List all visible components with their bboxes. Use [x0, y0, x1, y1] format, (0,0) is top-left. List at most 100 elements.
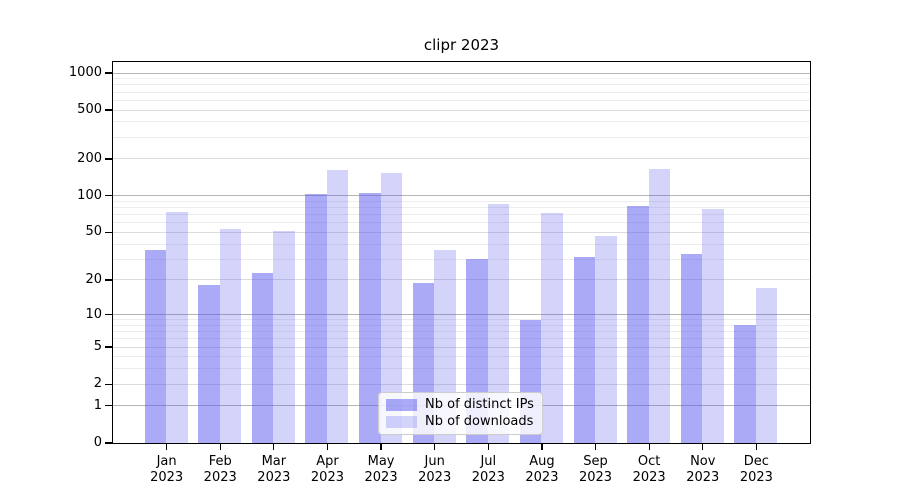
- x-tick-sep: [594, 443, 597, 450]
- legend-item-downloads: Nb of downloads: [386, 415, 534, 429]
- y-tick-label-5: 5: [93, 339, 102, 355]
- gridline-300: [113, 136, 810, 138]
- x-tick-label-feb: Feb 2023: [203, 454, 237, 485]
- plot-spine-right: [810, 61, 812, 444]
- bar-ips-nov: [680, 254, 703, 443]
- y-tick-label-2: 2: [93, 376, 102, 392]
- bar-downloads-dec: [755, 288, 778, 443]
- legend-swatch-downloads: [386, 416, 417, 428]
- y-tick-label-1000: 1000: [68, 65, 102, 80]
- bar-downloads-feb: [219, 229, 242, 443]
- x-tick-label-aug: Aug 2023: [525, 454, 559, 485]
- bar-ips-feb: [198, 285, 220, 443]
- bar-downloads-apr: [326, 169, 349, 443]
- bar-ips-may: [359, 192, 381, 443]
- gridline-90: [113, 200, 810, 202]
- gridline-4: [113, 356, 810, 358]
- y-tick-label-0: 0: [93, 435, 102, 450]
- y-tick-1000: [105, 72, 112, 74]
- gridline-30: [113, 258, 810, 260]
- x-tick-label-jan: Jan 2023: [150, 454, 184, 485]
- gridline-70: [113, 214, 810, 216]
- y-tick-50: [105, 231, 112, 234]
- y-tick-2: [105, 383, 112, 385]
- gridline-2: [113, 383, 810, 385]
- y-tick-10: [105, 313, 112, 316]
- legend-swatch-distinct-ips: [386, 399, 417, 411]
- gridline-6: [113, 338, 810, 340]
- x-tick-apr: [326, 443, 329, 450]
- gridline-8: [113, 324, 810, 326]
- x-tick-label-jul: Jul 2023: [471, 454, 505, 485]
- gridline-200: [113, 158, 810, 160]
- bar-downloads-nov: [702, 208, 724, 443]
- legend-label-downloads: Nb of downloads: [425, 414, 534, 429]
- bar-ips-apr: [305, 193, 327, 443]
- bar-ips-dec: [734, 325, 756, 443]
- y-tick-label-20: 20: [85, 271, 102, 287]
- bar-ips-oct: [627, 205, 649, 443]
- legend: Nb of distinct IPs Nb of downloads: [378, 392, 543, 435]
- y-tick-label-100: 100: [77, 187, 102, 203]
- x-tick-label-sep: Sep 2023: [578, 454, 613, 485]
- bar-ips-mar: [251, 272, 274, 443]
- gridline-10: [113, 314, 810, 316]
- y-tick-20: [105, 279, 112, 281]
- x-tick-label-jun: Jun 2023: [418, 454, 452, 485]
- gridline-40: [113, 243, 810, 245]
- y-tick-label-200: 200: [77, 150, 102, 166]
- x-tick-label-nov: Nov 2023: [686, 454, 720, 485]
- legend-label-distinct-ips: Nb of distinct IPs: [425, 397, 534, 412]
- gridline-600: [113, 99, 810, 101]
- gridline-900: [113, 78, 810, 80]
- x-tick-jan: [166, 443, 168, 450]
- y-tick-label-1: 1: [93, 397, 102, 413]
- x-tick-label-may: May 2023: [364, 454, 398, 485]
- bar-downloads-mar: [273, 231, 295, 443]
- x-tick-jun: [434, 443, 436, 450]
- y-tick-1: [105, 405, 112, 407]
- gridline-60: [113, 222, 810, 224]
- gridline-400: [113, 121, 810, 123]
- gridline-800: [113, 84, 810, 86]
- gridline-50: [113, 231, 810, 233]
- y-tick-5: [105, 346, 112, 348]
- bar-downloads-jan: [166, 211, 188, 443]
- y-tick-100: [105, 195, 112, 197]
- bar-downloads-sep: [595, 235, 617, 443]
- bar-ips-jan: [144, 249, 167, 443]
- y-tick-label-10: 10: [85, 306, 102, 322]
- y-tick-label-50: 50: [85, 224, 102, 240]
- plot-spine-left: [112, 61, 114, 444]
- plot-spine-top: [113, 61, 810, 62]
- x-tick-feb: [219, 443, 221, 450]
- gridline-7: [113, 331, 810, 333]
- y-tick-500: [105, 109, 112, 111]
- x-tick-label-mar: Mar 2023: [257, 454, 291, 485]
- gridline-700: [113, 91, 810, 93]
- gridline-5: [113, 346, 810, 348]
- gridline-80: [113, 207, 810, 209]
- x-tick-oct: [648, 443, 650, 450]
- bar-downloads-may: [380, 173, 403, 443]
- x-tick-label-apr: Apr 2023: [310, 454, 344, 485]
- x-tick-jul: [487, 443, 489, 450]
- x-tick-nov: [702, 443, 704, 450]
- bar-downloads-jul: [487, 203, 510, 443]
- bar-ips-sep: [573, 257, 596, 443]
- plot-spine-bottom: [113, 442, 810, 444]
- gridline-100: [113, 195, 810, 197]
- chart-title: clipr 2023: [423, 36, 500, 54]
- y-tick-label-500: 500: [77, 102, 102, 118]
- gridline-500: [113, 109, 810, 111]
- gridline-20: [113, 279, 810, 281]
- bar-downloads-oct: [648, 168, 671, 443]
- bar-downloads-aug: [541, 213, 563, 443]
- x-tick-mar: [273, 443, 275, 450]
- y-tick-0: [105, 442, 112, 444]
- gridline-1000: [113, 72, 810, 74]
- legend-item-distinct-ips: Nb of distinct IPs: [386, 398, 534, 412]
- gridline-9: [113, 319, 810, 321]
